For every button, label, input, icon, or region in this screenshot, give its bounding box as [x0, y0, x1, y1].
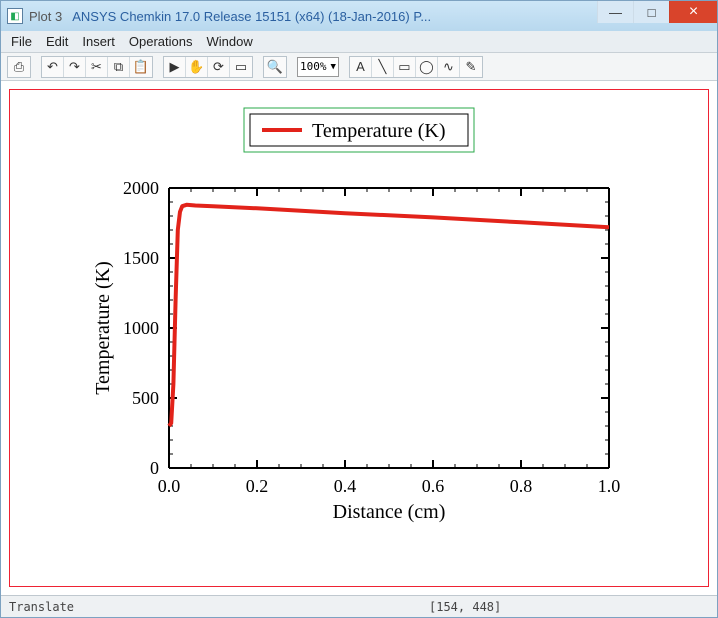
svg-text:Distance (cm): Distance (cm)	[333, 501, 446, 523]
svg-text:0.4: 0.4	[334, 476, 357, 496]
svg-text:0.6: 0.6	[422, 476, 445, 496]
rect-icon[interactable]: ▭	[394, 57, 416, 77]
toolbar-group-zoom: 🔍	[263, 56, 287, 78]
svg-text:0.0: 0.0	[158, 476, 181, 496]
menu-file[interactable]: File	[11, 34, 32, 49]
line-icon[interactable]: ╲	[372, 57, 394, 77]
app-icon: ◧	[7, 8, 23, 24]
redo-icon[interactable]: ↷	[64, 57, 86, 77]
print-icon[interactable]: ⎙	[8, 57, 30, 77]
menu-edit[interactable]: Edit	[46, 34, 68, 49]
menu-bar: File Edit Insert Operations Window	[1, 31, 717, 53]
copy-icon[interactable]: ⧉	[108, 57, 130, 77]
zoom-combo[interactable]: 100% ▼	[297, 57, 339, 77]
close-button[interactable]: ×	[669, 1, 717, 23]
svg-text:Temperature (K): Temperature (K)	[92, 261, 114, 395]
window-subtitle: ANSYS Chemkin 17.0 Release 15151 (x64) (…	[72, 9, 597, 24]
toolbar: ⎙ ↶ ↷ ✂ ⧉ 📋 ▶ ✋ ⟳ ▭ 🔍 100% ▼ A ╲	[1, 53, 717, 81]
menu-window[interactable]: Window	[206, 34, 252, 49]
zoom-icon[interactable]: 🔍	[264, 57, 286, 77]
menu-insert[interactable]: Insert	[82, 34, 115, 49]
menu-operations[interactable]: Operations	[129, 34, 193, 49]
svg-text:500: 500	[132, 388, 159, 408]
temperature-chart: Temperature (K) 0 500 1000 1500 2000 0.0 0.2 0.4…	[59, 98, 659, 568]
text-icon[interactable]: A	[350, 57, 372, 77]
svg-text:Temperature (K): Temperature (K)	[312, 120, 446, 142]
pointer-icon[interactable]: ▶	[164, 57, 186, 77]
zoom-value: 100%	[300, 60, 327, 73]
app-window: ◧ Plot 3 ANSYS Chemkin 17.0 Release 1515…	[0, 0, 718, 618]
svg-text:0.8: 0.8	[510, 476, 533, 496]
cut-icon[interactable]: ✂	[86, 57, 108, 77]
ellipse-icon[interactable]: ◯	[416, 57, 438, 77]
content-area: Temperature (K) 0 500 1000 1500 2000 0.0 0.2 0.4…	[1, 81, 717, 595]
toolbar-group-select: ▶ ✋ ⟳ ▭	[163, 56, 253, 78]
svg-text:1.0: 1.0	[598, 476, 621, 496]
toolbar-group-edit: ↶ ↷ ✂ ⧉ 📋	[41, 56, 153, 78]
svg-text:0.2: 0.2	[246, 476, 269, 496]
hand-icon[interactable]: ✋	[186, 57, 208, 77]
plot-frame: Temperature (K) 0 500 1000 1500 2000 0.0 0.2 0.4…	[9, 89, 709, 587]
status-bar: Translate [154, 448]	[1, 595, 717, 617]
window-controls: — □ ×	[597, 1, 717, 31]
window-title: Plot 3	[29, 9, 62, 24]
title-bar[interactable]: ◧ Plot 3 ANSYS Chemkin 17.0 Release 1515…	[1, 1, 717, 31]
curve-icon[interactable]: ∿	[438, 57, 460, 77]
minimize-button[interactable]: —	[597, 1, 633, 23]
maximize-button[interactable]: □	[633, 1, 669, 23]
svg-text:2000: 2000	[123, 178, 159, 198]
status-left: Translate	[9, 600, 429, 614]
toolbar-group-draw: A ╲ ▭ ◯ ∿ ✎	[349, 56, 483, 78]
region-icon[interactable]: ▭	[230, 57, 252, 77]
svg-text:1000: 1000	[123, 318, 159, 338]
undo-icon[interactable]: ↶	[42, 57, 64, 77]
status-right: [154, 448]	[429, 600, 709, 614]
svg-text:0: 0	[150, 458, 159, 478]
rotate-icon[interactable]: ⟳	[208, 57, 230, 77]
paste-icon[interactable]: 📋	[130, 57, 152, 77]
annot-icon[interactable]: ✎	[460, 57, 482, 77]
chevron-down-icon: ▼	[331, 62, 336, 72]
toolbar-group-print: ⎙	[7, 56, 31, 78]
svg-text:1500: 1500	[123, 248, 159, 268]
